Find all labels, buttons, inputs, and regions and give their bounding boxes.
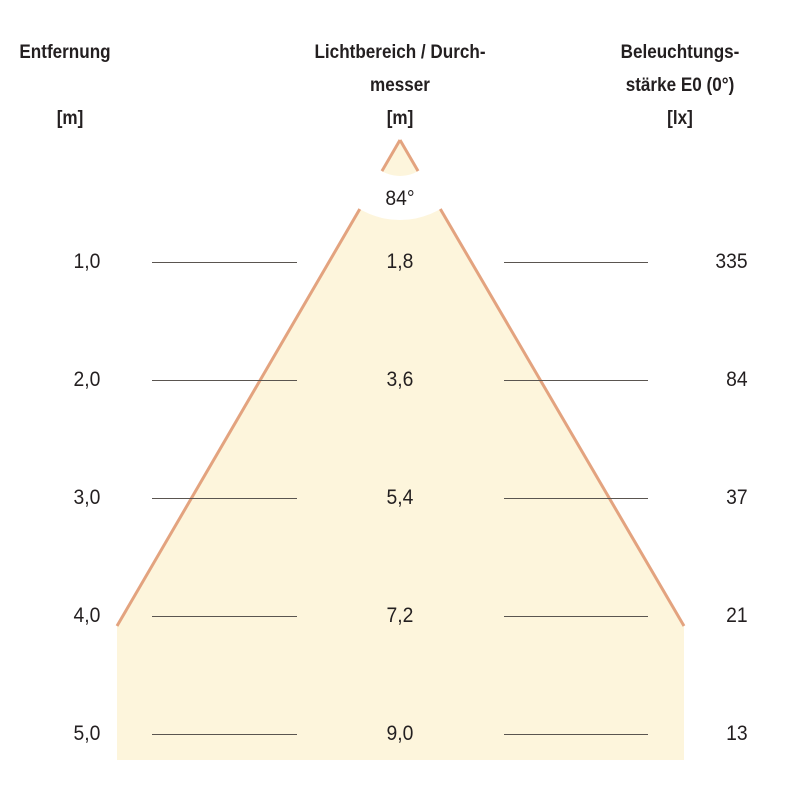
diameter-value: 5,4 [386,486,414,509]
illuminance-value: 335 [715,250,748,273]
illuminance-value: 13 [726,722,748,745]
distance-value: 2,0 [73,368,101,391]
distance-unit: [m] [56,108,84,129]
guide-line-right [504,498,648,499]
guide-line-right [504,262,648,263]
diameter-value: 7,2 [386,604,414,627]
diameter-value: 3,6 [386,368,414,391]
diameter-unit: [m] [386,108,414,129]
guide-line-right [504,380,648,381]
guide-line-right [504,734,648,735]
beam-angle-label: 84° [385,187,415,210]
illuminance-value: 21 [726,604,748,627]
distance-header: Entfernung [19,42,111,63]
guide-line-left [152,734,297,735]
illuminance-value: 84 [726,368,748,391]
illuminance-header-line2: stärke E0 (0°) [625,75,735,96]
guide-line-left [152,262,297,263]
distance-value: 3,0 [73,486,101,509]
guide-line-left [152,616,297,617]
cone-fill [117,140,684,760]
distance-value: 1,0 [73,250,101,273]
illuminance-value: 37 [726,486,748,509]
diameter-value: 9,0 [386,722,414,745]
diameter-value: 1,8 [386,250,414,273]
illuminance-unit: [lx] [667,108,693,129]
guide-line-right [504,616,648,617]
diameter-header-line1: Lichtbereich / Durch- [314,42,486,63]
illuminance-header-line1: Beleuchtungs- [620,42,740,63]
cone-edge-left [115,139,402,627]
cone-edge-right [398,139,686,627]
distance-value: 5,0 [73,722,101,745]
diameter-header-line2: messer [370,75,430,96]
guide-line-left [152,380,297,381]
distance-value: 4,0 [73,604,101,627]
guide-line-left [152,498,297,499]
